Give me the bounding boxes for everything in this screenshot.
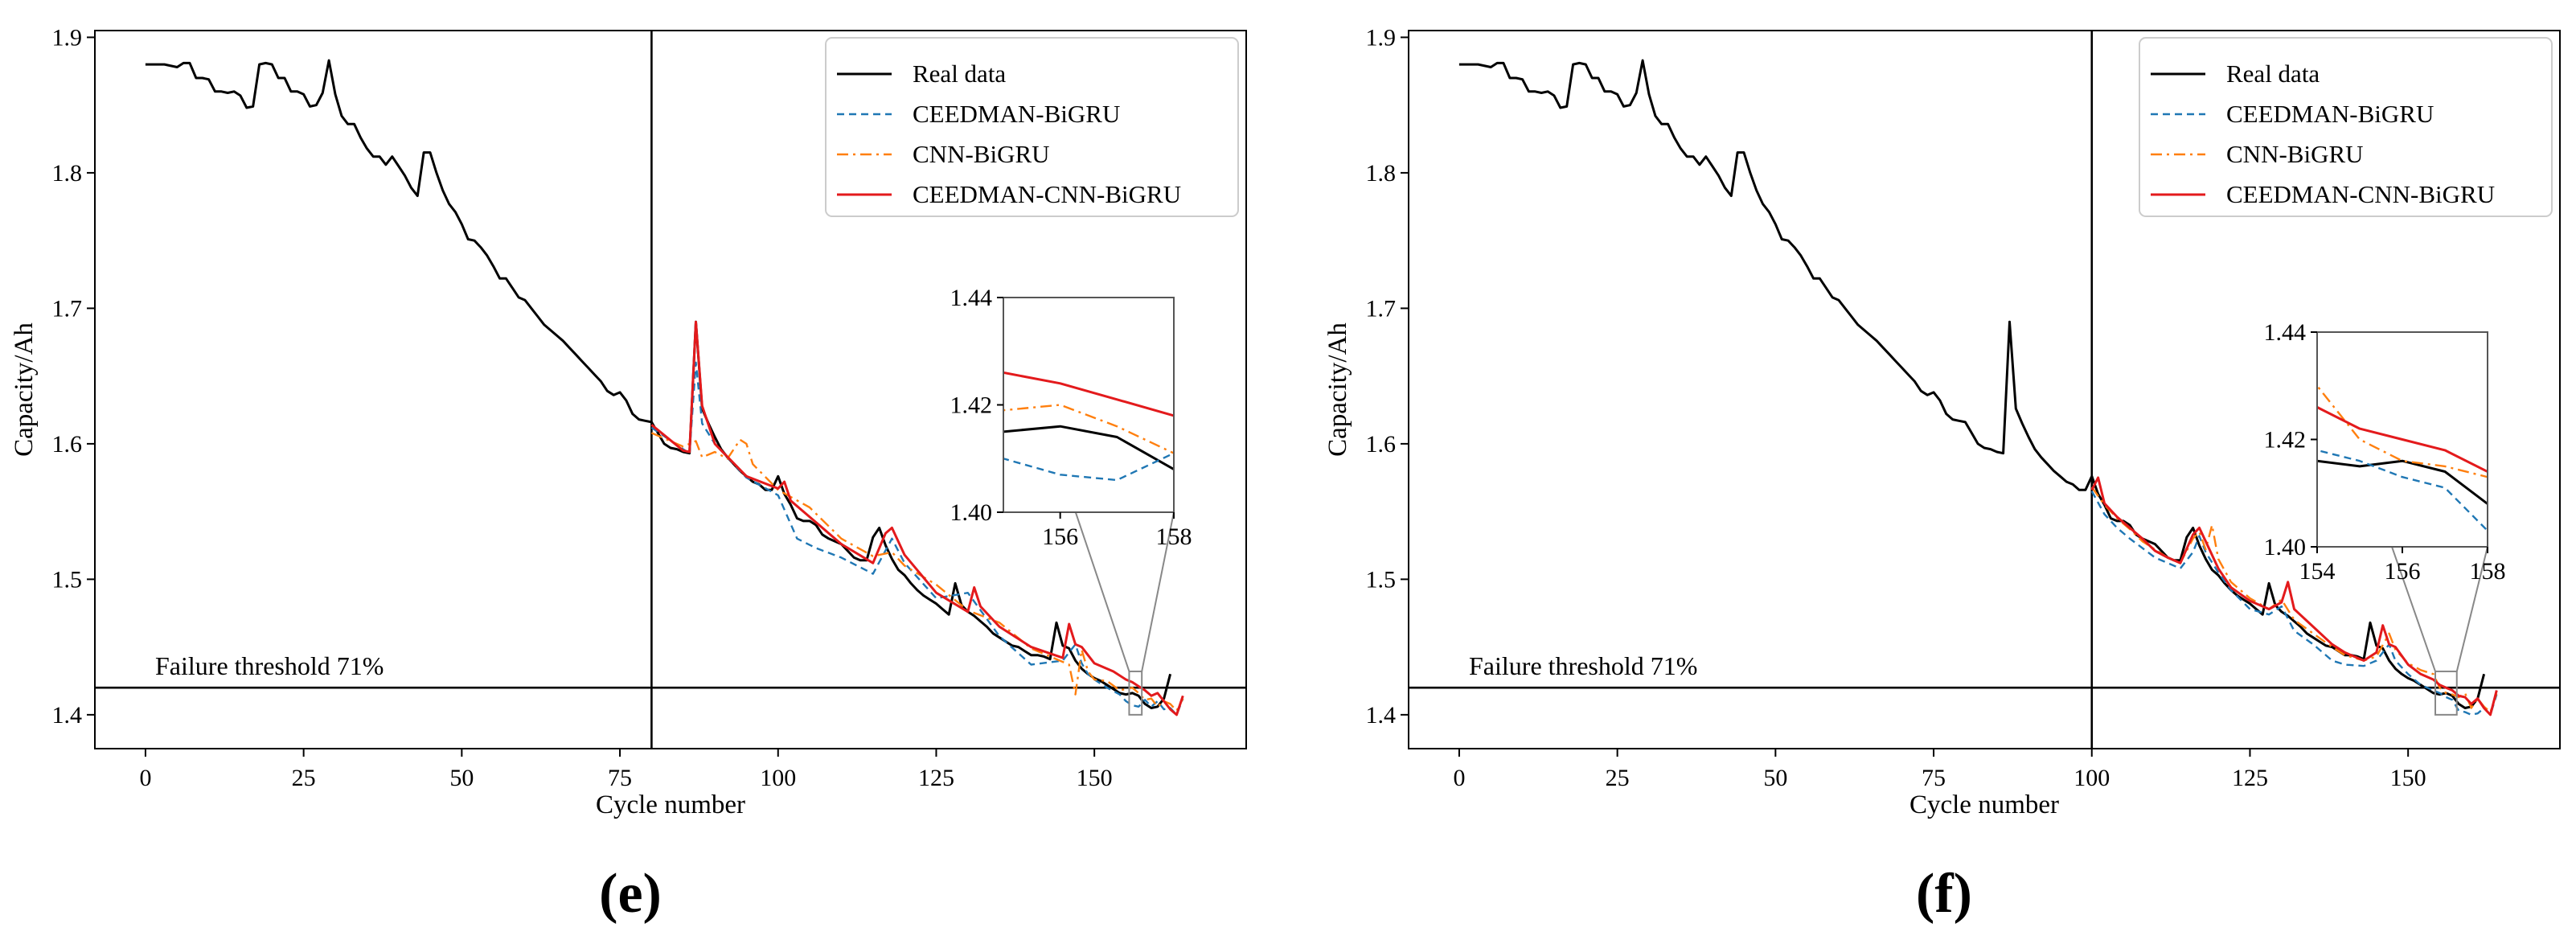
legend-label-ceedman_cnn_bigru: CEEDMAN-CNN-BiGRU xyxy=(913,180,1181,208)
zoom-source-box xyxy=(2434,670,2458,716)
x-tick-label: 75 xyxy=(608,765,632,791)
plot-frame xyxy=(1408,30,2561,749)
legend-label-ceedman_bigru: CEEDMAN-BiGRU xyxy=(2226,100,2434,128)
x-tick-label: 0 xyxy=(1453,765,1465,791)
x-tick-label: 50 xyxy=(449,765,474,791)
zoom-connector-line xyxy=(1141,511,1175,672)
inset-background xyxy=(1003,298,1174,512)
inset-series-group xyxy=(1003,371,1174,482)
inset-y-tick-label: 1.42 xyxy=(2264,427,2307,454)
legend-box xyxy=(825,37,1239,217)
series-line-cnn_bigru xyxy=(2090,486,2498,713)
x-tick-label: 100 xyxy=(2074,765,2110,791)
series-group xyxy=(1458,59,2498,716)
inset-series-line-cnn_bigru xyxy=(1003,404,1174,454)
series-group xyxy=(145,59,1184,716)
y-tick-label: 1.5 xyxy=(1366,566,1397,593)
x-tick-label: 100 xyxy=(760,765,796,791)
legend-label-cnn_bigru: CNN-BiGRU xyxy=(913,140,1050,168)
inset-y-tick-label: 1.44 xyxy=(2264,319,2307,346)
y-tick-label: 1.4 xyxy=(52,702,83,729)
zoom-connector-line xyxy=(2455,546,2488,672)
legend-label-ceedman_cnn_bigru: CEEDMAN-CNN-BiGRU xyxy=(2226,180,2495,208)
failure-threshold-label: Failure threshold 71% xyxy=(155,651,384,680)
legend-label-real: Real data xyxy=(913,60,1006,88)
series-line-real xyxy=(1458,59,2486,709)
x-tick-label: 150 xyxy=(1077,765,1113,791)
x-tick-label: 50 xyxy=(1763,765,1787,791)
y-tick-label: 1.8 xyxy=(1366,160,1397,187)
y-tick-label: 1.6 xyxy=(52,431,83,458)
inset-x-tick-label: 154 xyxy=(2299,558,2336,585)
legend-box xyxy=(2139,37,2553,217)
legend-label-cnn_bigru: CNN-BiGRU xyxy=(2226,140,2364,168)
y-tick-label: 1.7 xyxy=(52,295,83,322)
x-tick-label: 125 xyxy=(918,765,954,791)
inset-series-line-ceedman_bigru xyxy=(1003,452,1174,482)
y-tick-label: 1.9 xyxy=(1366,24,1397,51)
inset-x-tick-label: 158 xyxy=(1156,523,1192,550)
y-axis-label: Capacity/Ah xyxy=(1323,322,1352,457)
inset-y-tick-label: 1.44 xyxy=(950,285,993,311)
inset-x-tick-label: 158 xyxy=(2470,558,2506,585)
y-axis-label: Capacity/Ah xyxy=(10,322,39,457)
series-line-ceedman_bigru xyxy=(650,361,1184,716)
failure-threshold-label: Failure threshold 71% xyxy=(1469,651,1697,680)
y-tick-label: 1.5 xyxy=(52,566,83,593)
panel-label: (e) xyxy=(599,863,662,925)
x-tick-label: 0 xyxy=(139,765,151,791)
x-tick-label: 25 xyxy=(1606,765,1630,791)
series-line-ceedman_cnn_bigru xyxy=(650,320,1184,716)
inset-series-line-ceedman_cnn_bigru xyxy=(2317,405,2488,474)
y-tick-label: 1.8 xyxy=(52,160,83,187)
y-tick-label: 1.4 xyxy=(1366,702,1397,729)
x-tick-label: 25 xyxy=(292,765,316,791)
x-tick-label: 125 xyxy=(2232,765,2268,791)
y-tick-label: 1.6 xyxy=(1366,431,1397,458)
chart-panel-e: 0 25 50 75 100 125 150 1.4 1.5 1.6 1.7 1.8 1.9 Cycle … xyxy=(10,24,1247,925)
x-tick-label: 75 xyxy=(1922,765,1946,791)
legend-label-real: Real data xyxy=(2226,60,2320,88)
inset-x-tick-label: 156 xyxy=(2385,558,2421,585)
inset-y-tick-label: 1.40 xyxy=(950,499,993,526)
plot-frame xyxy=(94,30,1247,749)
inset-series-group xyxy=(2317,384,2488,532)
panel-label: (f) xyxy=(1916,863,1972,925)
x-axis-label: Cycle number xyxy=(1909,790,2059,819)
y-tick-label: 1.9 xyxy=(52,24,83,51)
inset-x-tick-label: 156 xyxy=(1042,523,1078,550)
inset-y-tick-label: 1.42 xyxy=(950,392,993,419)
zoom-source-box xyxy=(1128,670,1143,716)
series-line-ceedman_cnn_bigru xyxy=(2090,476,2498,716)
x-tick-label: 150 xyxy=(2390,765,2426,791)
y-tick-label: 1.7 xyxy=(1366,295,1397,322)
inset-y-tick-label: 1.40 xyxy=(2264,534,2307,560)
inset-series-line-ceedman_cnn_bigru xyxy=(1003,371,1174,417)
legend-label-ceedman_bigru: CEEDMAN-BiGRU xyxy=(913,100,1120,128)
x-axis-label: Cycle number xyxy=(596,790,745,819)
